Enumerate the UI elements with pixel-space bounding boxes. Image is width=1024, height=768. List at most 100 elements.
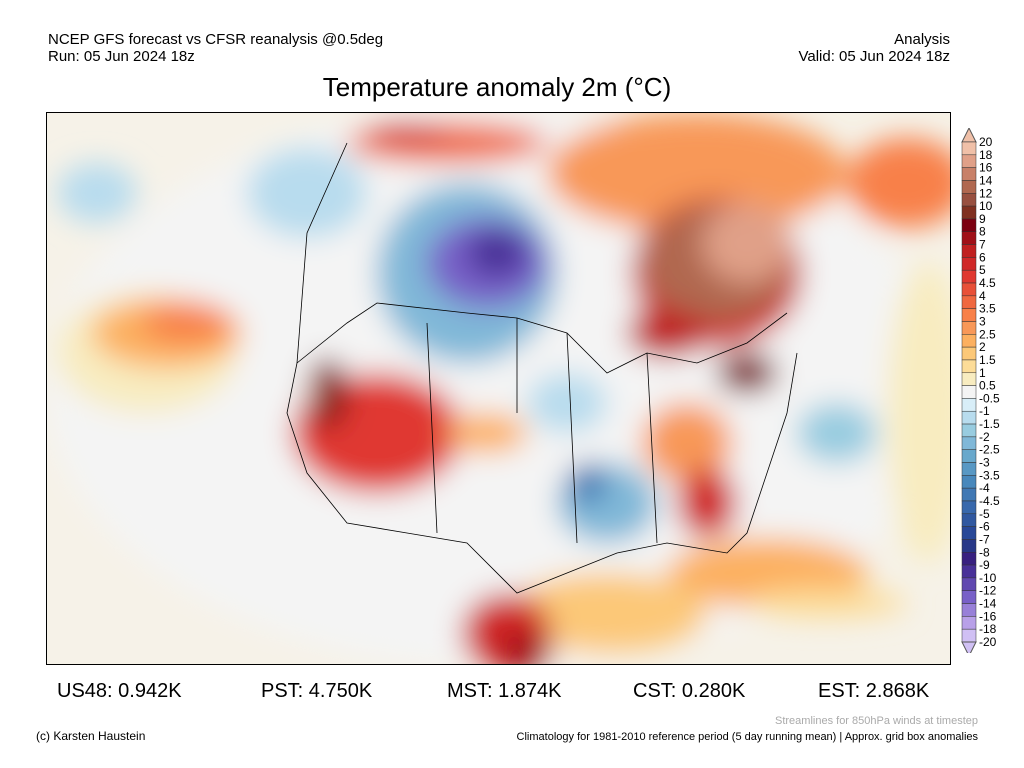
boundary-line (296, 142, 348, 364)
climatology-note: Climatology for 1981-2010 reference peri… (516, 731, 978, 743)
colorbar-bin (961, 475, 977, 489)
colorbar-tick-label: -12 (979, 584, 997, 598)
colorbar-tick-label: -8 (979, 545, 990, 559)
anomaly-region (547, 113, 847, 233)
colorbar-tick-label: 5 (979, 263, 986, 277)
colorbar-tick-label: -4 (979, 481, 990, 495)
colorbar-tick-label: 20 (979, 135, 993, 149)
colorbar-bin (961, 141, 977, 156)
colorbar-tick-label: -20 (979, 635, 997, 649)
colorbar-tick-label: -14 (979, 597, 997, 611)
anomaly-region (847, 138, 950, 228)
colorbar-tick-label: -6 (979, 520, 990, 534)
colorbar: 201816141210987654.543.532.521.510.5-0.5… (961, 128, 1000, 653)
colorbar-tick-label: -3 (979, 456, 990, 470)
colorbar-bin (961, 334, 977, 348)
colorbar-bin (961, 616, 977, 630)
colorbar-bin (961, 282, 977, 297)
colorbar-bin (961, 564, 977, 579)
anomaly-region (642, 403, 732, 483)
colorbar-tick-label: 10 (979, 199, 993, 213)
colorbar-bin (961, 487, 977, 502)
boundary-line (426, 318, 658, 544)
colorbar-tick-label: 12 (979, 186, 993, 200)
anomaly-region (747, 588, 907, 618)
colorbar-bin (961, 167, 977, 181)
colorbar-bin (961, 218, 977, 232)
colorbar-tick-label: -9 (979, 558, 990, 572)
colorbar-bin (961, 231, 977, 245)
colorbar-bin (961, 462, 977, 476)
colorbar-bin (961, 398, 977, 412)
colorbar-bin (961, 603, 977, 617)
colorbar-bin (961, 193, 977, 207)
colorbar-bin (961, 539, 977, 553)
model-description: NCEP GFS forecast vs CFSR reanalysis @0.… (48, 31, 384, 48)
boundary-line (286, 352, 798, 594)
colorbar-tick-label: 3 (979, 314, 986, 328)
anomaly-region (887, 263, 950, 563)
anomaly-region (627, 308, 707, 358)
anomaly-region (57, 163, 137, 223)
colorbar-bin (961, 590, 977, 604)
colorbar-bin (961, 526, 977, 540)
colorbar-bin (961, 269, 977, 284)
colorbar-bin (961, 180, 977, 194)
colorbar-tick-label: -5 (979, 507, 990, 521)
anomaly-region (527, 373, 607, 433)
colorbar-tick-label: 7 (979, 238, 986, 252)
colorbar-bin (961, 423, 977, 438)
anomaly-region (677, 468, 737, 538)
credit: (c) Karsten Haustein (36, 729, 146, 743)
anomaly-region (507, 573, 707, 653)
colorbar-tick-label: 18 (979, 148, 993, 162)
colorbar-tick-label: 0.5 (979, 379, 996, 393)
colorbar-tick-label: 2 (979, 340, 986, 354)
colorbar-tick-label: -3.5 (979, 468, 1000, 482)
colorbar-tick-label: -7 (979, 532, 990, 546)
colorbar-bin (961, 295, 977, 309)
anomaly-field (47, 113, 950, 664)
colorbar-tick-label: 3.5 (979, 302, 996, 316)
colorbar-tick-label: -0.5 (979, 391, 1000, 405)
colorbar-tick-label: 4 (979, 289, 986, 303)
mean-cst: CST: 0.280K (633, 680, 746, 702)
colorbar-tick-label: 6 (979, 250, 986, 264)
colorbar-max-arrow (961, 128, 977, 143)
colorbar-bin (961, 244, 977, 258)
anomaly-region (447, 413, 527, 453)
anomaly-map (46, 112, 951, 665)
anomaly-region (467, 228, 527, 278)
colorbar-tick-label: -4.5 (979, 494, 1000, 508)
chart-title: Temperature anomaly 2m (°C) (322, 72, 672, 102)
analysis-label: Analysis (894, 31, 950, 48)
colorbar-tick-label: -2 (979, 430, 990, 444)
colorbar-tick-label: 1 (979, 366, 986, 380)
colorbar-tick-label: -16 (979, 609, 997, 623)
anomaly-region (702, 203, 792, 283)
anomaly-region (567, 463, 607, 503)
colorbar-tick-label: -1.5 (979, 417, 1000, 431)
colorbar-tick-label: -18 (979, 622, 997, 636)
anomaly-region (717, 353, 777, 393)
colorbar-bin (961, 513, 977, 527)
colorbar-bin (961, 346, 977, 361)
colorbar-bin (961, 205, 977, 220)
colorbar-bin (961, 372, 977, 386)
anomaly-region (142, 303, 232, 343)
anomaly-region (307, 378, 327, 408)
streamlines-note: Streamlines for 850hPa winds at timestep (775, 715, 978, 727)
colorbar-bin (961, 500, 977, 515)
mean-est: EST: 2.868K (818, 680, 930, 702)
anomaly-region (367, 123, 447, 143)
mean-mst: MST: 1.874K (447, 680, 562, 702)
colorbar-bin (961, 552, 977, 566)
colorbar-bin (961, 257, 977, 271)
colorbar-bin (961, 308, 977, 322)
colorbar-bin (961, 449, 977, 463)
mean-pst: PST: 4.750K (261, 680, 373, 702)
colorbar-tick-label: -1 (979, 404, 990, 418)
colorbar-tick-label: 9 (979, 212, 986, 226)
run-time: Run: 05 Jun 2024 18z (48, 48, 195, 65)
